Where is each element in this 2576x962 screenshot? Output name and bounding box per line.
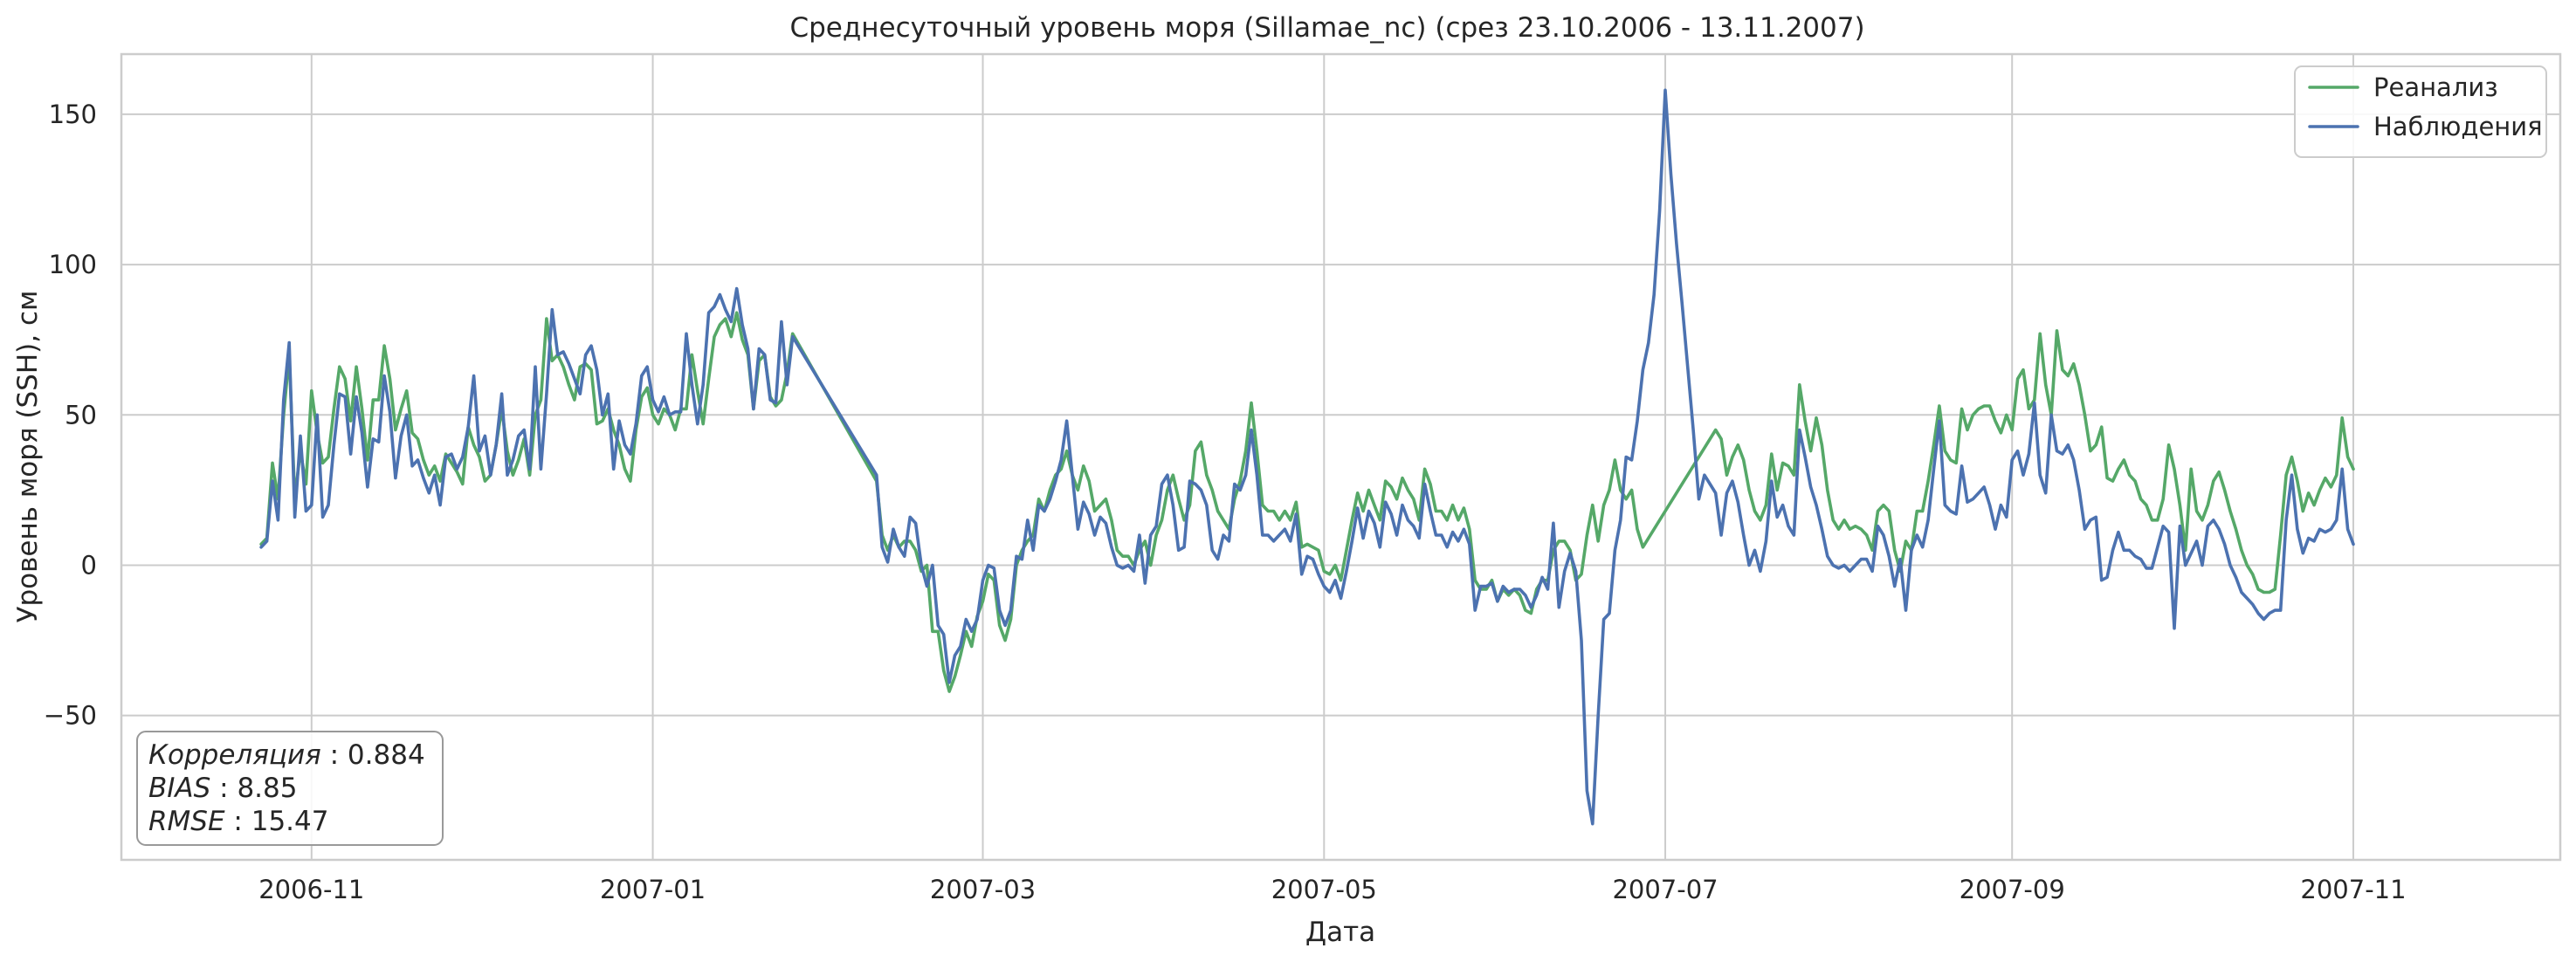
- x-tick-label: 2007-05: [1271, 875, 1377, 904]
- tick-labels: 2006-11 2007-01 2007-03 2007-05 2007-07 2007-…: [44, 100, 2407, 904]
- x-tick-label: 2006-11: [258, 875, 364, 904]
- legend-label-reanalysis: Реанализ: [2373, 72, 2498, 102]
- stats-separator: :: [210, 773, 237, 804]
- x-tick-label: 2007-09: [1960, 875, 2065, 904]
- y-tick-label: 150: [49, 100, 97, 129]
- series-line-reanalysis: [259, 311, 2355, 693]
- stats-rmse-key: RMSE: [148, 806, 225, 837]
- stats-bias: BIAS : 8.85: [148, 773, 297, 804]
- y-axis-label: Уровень моря (SSH), см: [12, 291, 44, 623]
- legend-label-observations: Наблюдения: [2373, 112, 2543, 141]
- stats-bias-key: BIAS: [148, 773, 210, 804]
- y-tick-label: 0: [81, 550, 97, 580]
- stats-rmse-value: 15.47: [251, 806, 329, 837]
- legend: Реанализ Наблюдения: [2294, 65, 2547, 158]
- stats-correlation-value: 0.884: [348, 739, 425, 771]
- plot-frame: [120, 52, 2562, 862]
- x-axis-label: Дата: [1305, 917, 1375, 948]
- x-tick-label: 2007-07: [1612, 875, 1718, 904]
- chart-title: Среднесуточный уровень моря (Sillamae_nc…: [789, 12, 1864, 44]
- x-tick-label: 2007-01: [600, 875, 706, 904]
- y-tick-label: −50: [44, 701, 97, 731]
- series-lines: [259, 88, 2355, 826]
- stats-box-frame: [136, 731, 444, 846]
- x-tick-label: 2007-11: [2300, 875, 2406, 904]
- stats-box: Корреляция : 0.884 BIAS : 8.85 RMSE : 15…: [136, 731, 444, 846]
- stats-rmse: RMSE : 15.47: [148, 806, 328, 837]
- stats-separator: :: [321, 739, 348, 771]
- y-tick-label: 50: [65, 400, 97, 429]
- stats-correlation-key: Корреляция: [148, 739, 321, 771]
- x-tick-label: 2007-03: [930, 875, 1036, 904]
- stats-correlation: Корреляция : 0.884: [148, 739, 425, 771]
- stats-separator: :: [225, 806, 251, 837]
- legend-box: [2294, 65, 2547, 158]
- series-line-observations: [259, 88, 2355, 826]
- y-tick-label: 100: [49, 250, 97, 279]
- stats-bias-value: 8.85: [237, 773, 297, 804]
